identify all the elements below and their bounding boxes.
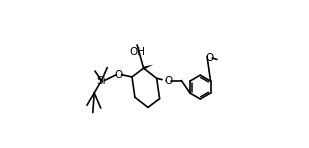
Text: OH: OH (130, 47, 146, 57)
Text: Si: Si (97, 75, 106, 86)
Text: O: O (165, 75, 173, 86)
Polygon shape (143, 65, 153, 70)
Text: O: O (115, 70, 123, 80)
Text: O: O (205, 53, 214, 63)
